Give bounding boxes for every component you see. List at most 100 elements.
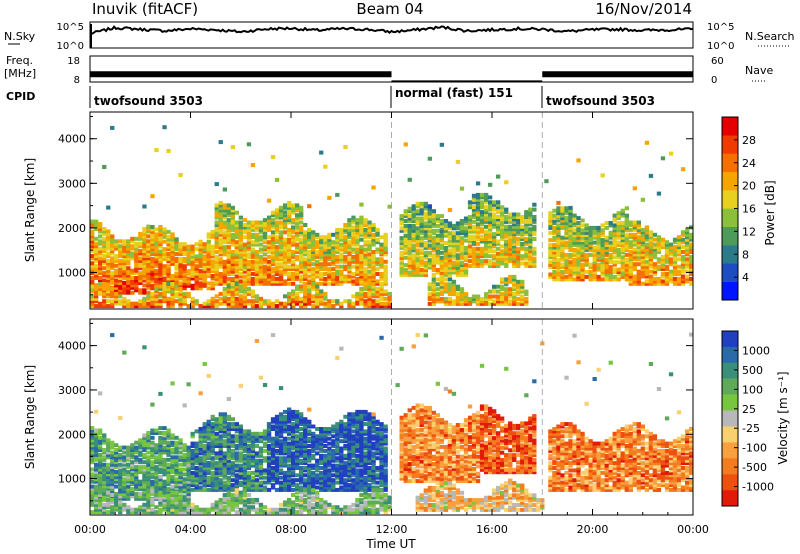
- heatmap-cell: [624, 260, 629, 265]
- heatmap-cell: [616, 255, 621, 260]
- heatmap-cell: [222, 456, 227, 461]
- heatmap-cell: [604, 240, 609, 245]
- heatmap-cell: [319, 245, 324, 250]
- heatmap-cell: [488, 227, 493, 232]
- heatmap-cell: [222, 497, 227, 502]
- heatmap-cell: [266, 225, 272, 230]
- heatmap-cell: [592, 228, 597, 233]
- heatmap-cell: [652, 262, 658, 267]
- heatmap-cell: [202, 473, 207, 478]
- heatmap-cell: [254, 237, 260, 242]
- heatmap-cell: [214, 232, 219, 237]
- heatmap-cell: [110, 487, 115, 492]
- heatmap-cell: [632, 247, 637, 252]
- heatmap-cell: [158, 490, 163, 495]
- heatmap-cell: [186, 460, 191, 465]
- heatmap-cell: [588, 230, 593, 235]
- heatmap-cell: [379, 272, 384, 276]
- heatmap-cell: [186, 259, 191, 264]
- heatmap-cell: [158, 484, 163, 489]
- heatmap-cell: [676, 235, 682, 240]
- heatmap-cell: [475, 217, 481, 222]
- cpid-segment-3: twofsound 3503: [546, 94, 655, 108]
- heatmap-cell: [230, 470, 235, 475]
- heatmap-cell: [588, 262, 593, 267]
- heatmap-cell: [552, 228, 557, 233]
- heatmap-cell: [94, 479, 99, 484]
- heatmap-cell: [274, 272, 280, 276]
- heatmap-cell: [375, 247, 380, 252]
- heatmap-cell: [162, 266, 167, 271]
- heatmap-cell: [576, 216, 581, 221]
- heatmap-cell: [146, 227, 151, 231]
- heatmap-cell: [423, 211, 428, 216]
- heatmap-cell: [90, 278, 95, 283]
- heatmap-cell: [234, 223, 239, 227]
- heatmap-cell: [90, 294, 95, 299]
- heatmap-cell: [198, 276, 203, 281]
- heatmap-cell: [524, 215, 529, 219]
- heatmap-cell: [258, 470, 264, 475]
- heatmap-cell: [114, 299, 119, 304]
- heatmap-cell: [174, 445, 179, 450]
- heatmap-cell: [218, 259, 223, 264]
- heatmap-cell: [150, 491, 155, 496]
- heatmap-cell: [142, 266, 147, 271]
- heatmap-cell: [560, 272, 565, 277]
- heatmap-cell: [98, 502, 103, 507]
- heatmap-cell: [299, 264, 304, 269]
- heatmap-cell: [307, 240, 312, 245]
- heatmap-cell: [612, 274, 617, 279]
- heatmap-cell: [114, 283, 119, 288]
- heatmap-cell: [230, 267, 235, 272]
- heatmap-cell: [656, 267, 662, 272]
- heatmap-cell: [548, 255, 553, 260]
- heatmap-cell: [311, 299, 316, 304]
- heatmap-cell: [238, 497, 243, 502]
- heatmap-cell: [98, 457, 103, 462]
- heatmap-cell: [568, 270, 573, 274]
- heatmap-cell: [238, 237, 243, 242]
- heatmap-cell: [467, 259, 473, 264]
- heatmap-cell: [475, 229, 481, 234]
- heatmap-cell: [198, 441, 203, 446]
- heatmap-cell: [90, 510, 95, 515]
- heatmap-cell: [512, 264, 517, 268]
- heatmap-cell: [158, 237, 163, 242]
- heatmap-cell: [291, 208, 296, 213]
- heatmap-cell: [600, 173, 605, 178]
- heatmap-cell: [142, 460, 147, 465]
- heatmap-cell: [644, 242, 650, 247]
- heatmap-cell: [178, 259, 183, 264]
- heatmap-cell: [158, 294, 163, 299]
- heatmap-cell: [488, 246, 493, 251]
- heatmap-cell: [142, 273, 147, 278]
- heatmap-cell: [94, 251, 99, 256]
- frequency-left-tick-top: 18: [67, 56, 80, 67]
- heatmap-cell: [194, 480, 199, 485]
- heatmap-cell: [431, 248, 436, 253]
- heatmap-cell: [689, 232, 694, 237]
- heatmap-cell: [142, 239, 147, 244]
- heatmap-cell: [226, 417, 231, 422]
- heatmap-cell: [174, 455, 179, 460]
- heatmap-cell: [98, 246, 103, 251]
- heatmap-cell: [198, 485, 203, 490]
- heatmap-cell: [166, 239, 171, 244]
- heatmap-cell: [226, 223, 231, 227]
- heatmap-cell: [512, 277, 517, 282]
- heatmap-cell: [222, 505, 227, 510]
- heatmap-cell: [648, 250, 654, 254]
- cpid-label: CPID: [6, 90, 35, 103]
- heatmap-cell: [484, 215, 489, 219]
- heatmap-cell: [596, 255, 601, 260]
- heatmap-cell: [174, 470, 179, 474]
- heatmap-cell: [660, 240, 666, 245]
- heatmap-cell: [130, 462, 135, 467]
- heatmap-cell: [459, 272, 465, 277]
- heatmap-cell: [564, 270, 569, 274]
- heatmap-cell: [516, 301, 521, 306]
- heatmap-cell: [178, 455, 183, 460]
- heatmap-cell: [90, 457, 95, 462]
- heatmap-cell: [106, 273, 111, 278]
